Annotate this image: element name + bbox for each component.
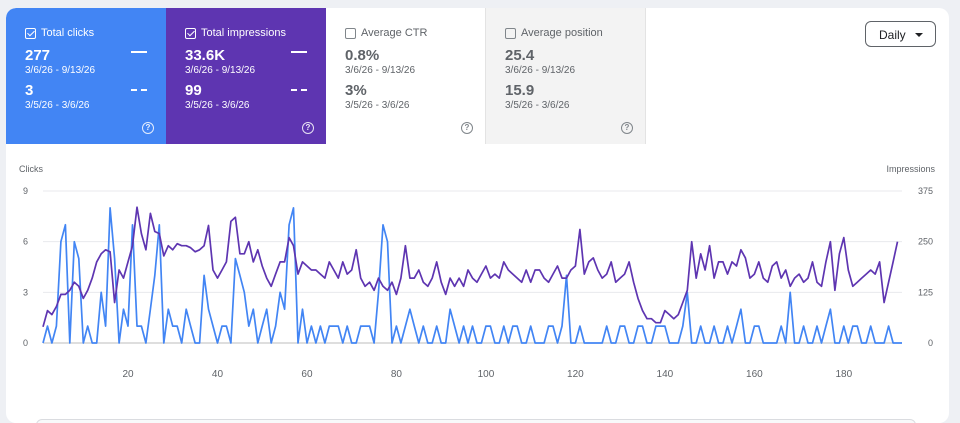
x-tick-label: 180 <box>835 369 852 380</box>
metric-range-previous: 3/5/26 - 3/6/26 <box>185 100 250 111</box>
metric-cards: Total clicks 277 3/6/26 - 9/13/26 3 3/5/… <box>6 8 646 144</box>
card-header: Average CTR <box>345 26 485 40</box>
metric-range-current: 3/6/26 - 9/13/26 <box>345 65 416 76</box>
x-tick-label: 100 <box>478 369 495 380</box>
right-tick-label: 125 <box>918 287 933 297</box>
x-tick-label: 60 <box>301 369 313 380</box>
solid-line-legend-icon <box>291 51 307 53</box>
metric-range-current: 3/6/26 - 9/13/26 <box>25 65 96 76</box>
card-header: Total impressions <box>185 26 326 40</box>
checkbox-unchecked-icon[interactable] <box>505 27 516 39</box>
checkbox-checked-icon[interactable] <box>185 27 196 39</box>
right-tick-label: 375 <box>918 186 933 196</box>
card-header: Average position <box>505 26 645 40</box>
right-tick-label: 250 <box>918 237 933 247</box>
granularity-dropdown[interactable]: Daily <box>865 21 936 47</box>
card-label: Total impressions <box>201 27 286 39</box>
dashed-line-legend-icon <box>291 89 307 91</box>
metric-range-previous: 3/5/26 - 3/6/26 <box>345 100 410 111</box>
help-icon[interactable]: ? <box>621 122 633 134</box>
x-tick-label: 80 <box>391 369 403 380</box>
chart-grid <box>43 190 902 344</box>
x-tick-label: 160 <box>746 369 763 380</box>
right-tick-label: 0 <box>928 338 933 348</box>
dashed-line-legend-icon <box>131 89 147 91</box>
metric-range-current: 3/6/26 - 9/13/26 <box>185 65 256 76</box>
metric-range-previous: 3/5/26 - 3/6/26 <box>505 100 570 111</box>
metric-range-previous: 3/5/26 - 3/6/26 <box>25 100 90 111</box>
x-axis-ticks: 20 40 60 80 100 120 140 160 180 <box>122 369 852 380</box>
caret-down-icon <box>915 33 923 37</box>
chart-series <box>42 206 902 344</box>
right-axis-ticks: 0 125 250 375 <box>918 186 933 348</box>
performance-chart: Clicks Impressions 0 3 6 9 0 125 250 375 20 40 6… <box>19 164 936 380</box>
right-axis-label: Impressions <box>886 164 935 174</box>
left-tick-label: 3 <box>23 287 28 297</box>
x-tick-label: 140 <box>657 369 674 380</box>
x-tick-label: 20 <box>122 369 134 380</box>
horizontal-scrollbar[interactable] <box>36 419 916 423</box>
metric-range-current: 3/6/26 - 9/13/26 <box>505 65 576 76</box>
help-icon[interactable]: ? <box>142 122 154 134</box>
metric-value-previous: 3% <box>345 82 367 99</box>
granularity-label: Daily <box>879 28 906 42</box>
help-icon[interactable]: ? <box>302 122 314 134</box>
total-clicks-card[interactable]: Total clicks 277 3/6/26 - 9/13/26 3 3/5/… <box>6 8 166 144</box>
card-header: Total clicks <box>25 26 166 40</box>
metric-value-current: 277 <box>25 47 51 64</box>
x-tick-label: 40 <box>212 369 224 380</box>
card-label: Average position <box>521 27 603 39</box>
x-tick-label: 120 <box>567 369 584 380</box>
metric-value-previous: 15.9 <box>505 82 535 99</box>
metric-value-previous: 99 <box>185 82 202 99</box>
metric-value-current: 33.6K <box>185 47 226 64</box>
card-label: Average CTR <box>361 27 428 39</box>
checkbox-checked-icon[interactable] <box>25 27 36 39</box>
metric-value-current: 0.8% <box>345 47 380 64</box>
help-icon[interactable]: ? <box>461 122 473 134</box>
average-position-card[interactable]: Average position 25.4 3/6/26 - 9/13/26 1… <box>486 8 646 144</box>
impressions-series-line <box>42 206 899 328</box>
metric-value-current: 25.4 <box>505 47 535 64</box>
left-tick-label: 0 <box>23 338 28 348</box>
card-label: Total clicks <box>41 27 95 39</box>
checkbox-unchecked-icon[interactable] <box>345 27 356 39</box>
solid-line-legend-icon <box>131 51 147 53</box>
performance-panel: Total clicks 277 3/6/26 - 9/13/26 3 3/5/… <box>6 8 949 423</box>
left-axis-ticks: 0 3 6 9 <box>23 186 28 348</box>
left-axis-label: Clicks <box>19 164 43 174</box>
clicks-series-line <box>42 207 902 344</box>
metric-value-previous: 3 <box>25 82 34 99</box>
left-tick-label: 6 <box>23 237 28 247</box>
average-ctr-card[interactable]: Average CTR 0.8% 3/6/26 - 9/13/26 3% 3/5… <box>326 8 486 144</box>
left-tick-label: 9 <box>23 186 28 196</box>
total-impressions-card[interactable]: Total impressions 33.6K 3/6/26 - 9/13/26… <box>166 8 326 144</box>
